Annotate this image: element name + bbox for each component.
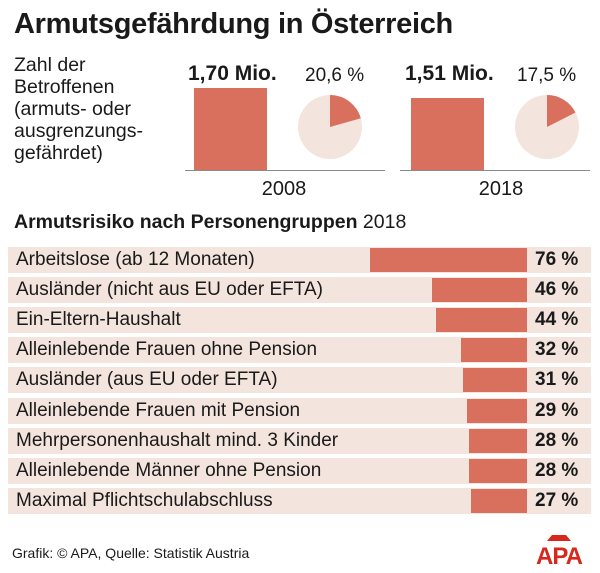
table-row: Alleinlebende Frauen ohne Pension 32 % <box>8 337 591 364</box>
row-label: Alleinlebende Frauen ohne Pension <box>16 339 318 361</box>
description-line: Zahl der <box>14 54 86 76</box>
row-value-label: 29 % <box>535 399 579 421</box>
bar-2018 <box>411 97 484 170</box>
table-row: Arbeitslose (ab 12 Monaten) 76 % <box>8 247 591 273</box>
description-line: (armuts- oder <box>14 98 132 120</box>
apa-logo: APA <box>536 535 584 567</box>
description-line: Betroffenen <box>14 76 115 98</box>
year-label-2018: 2018 <box>478 178 524 200</box>
subtitle-year: 2018 <box>362 211 407 233</box>
row-value-label: 76 % <box>535 249 579 270</box>
year-label-2008: 2008 <box>261 178 307 200</box>
row-bar <box>436 308 527 333</box>
row-value-label: 46 % <box>535 279 579 301</box>
pie-slice <box>330 95 361 127</box>
row-bar <box>460 338 527 363</box>
row-label: Alleinlebende Frauen mit Pension <box>16 399 301 421</box>
row-value-label: 28 % <box>535 429 579 451</box>
table-row: Ausländer (nicht aus EU oder EFTA) 46 % <box>8 277 591 304</box>
row-value-label: 31 % <box>535 369 579 391</box>
row-bar <box>469 428 527 453</box>
table-row: Mehrpersonenhaushalt mind. 3 Kinder 28 % <box>8 427 591 454</box>
row-label: Arbeitslose (ab 12 Monaten) <box>16 249 255 270</box>
value-label-2018: 1,51 Mio. <box>405 62 494 85</box>
bar-2008 <box>194 88 267 170</box>
row-label: Ausländer (nicht aus EU oder EFTA) <box>16 279 323 301</box>
table-row: Ausländer (aus EU oder EFTA) 31 % <box>8 367 591 394</box>
comparison-description: Zahl der Betroffenen (armuts- oder ausgr… <box>14 54 184 164</box>
table-row: Maximal Pflichtschulabschluss 27 % <box>8 487 591 514</box>
row-value-label: 28 % <box>535 459 579 481</box>
source-note: Grafik: © APA, Quelle: Statistik Austria <box>12 545 250 561</box>
value-label-2008: 1,70 Mio. <box>188 62 277 85</box>
chart-subtitle: Armutsrisiko nach Personengruppen 2018 <box>14 211 406 234</box>
row-label: Mehrpersonenhaushalt mind. 3 Kinder <box>16 429 339 451</box>
description-line: gefährdet) <box>14 142 103 164</box>
row-label: Ausländer (aus EU oder EFTA) <box>16 369 278 391</box>
pie-slice <box>547 95 576 127</box>
row-bar <box>467 398 527 423</box>
svg-text:APA: APA <box>536 543 583 567</box>
subtitle-text: Armutsrisiko nach Personengruppen <box>14 211 358 233</box>
row-bar <box>431 278 527 303</box>
row-bar <box>469 458 527 483</box>
pie-2018 <box>515 95 579 159</box>
row-label: Ein-Eltern-Haushalt <box>16 309 181 331</box>
row-bar <box>462 368 527 393</box>
chart-title: Armutsgefährdung in Österreich <box>14 8 453 40</box>
description-line: ausgrenzungs- <box>14 120 143 142</box>
row-value-label: 32 % <box>535 339 579 361</box>
row-label: Alleinlebende Männer ohne Pension <box>16 459 322 481</box>
table-row: Ein-Eltern-Haushalt 44 % <box>8 307 591 334</box>
row-value-label: 44 % <box>535 309 579 331</box>
row-bar <box>370 248 527 272</box>
row-value-label: 27 % <box>535 489 579 511</box>
axis-line-2008 <box>185 170 385 171</box>
pie-2008 <box>298 95 362 159</box>
table-row: Alleinlebende Männer ohne Pension 28 % <box>8 457 591 484</box>
row-label: Maximal Pflichtschulabschluss <box>16 489 273 511</box>
row-bar <box>471 488 527 513</box>
table-row: Alleinlebende Frauen mit Pension 29 % <box>8 397 591 424</box>
axis-line-2018 <box>400 170 590 171</box>
pct-label-2018: 17,5 % <box>517 65 577 86</box>
pct-label-2008: 20,6 % <box>305 65 365 86</box>
